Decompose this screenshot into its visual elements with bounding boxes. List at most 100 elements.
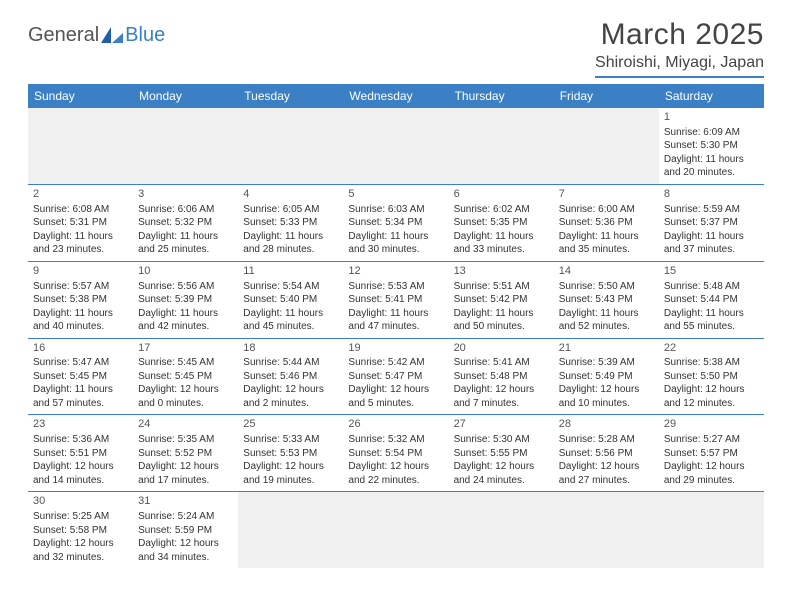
sunset-line: Sunset: 5:42 PM bbox=[454, 293, 549, 307]
sunrise-line: Sunrise: 5:48 AM bbox=[664, 280, 759, 294]
day-number: 5 bbox=[348, 187, 443, 202]
daylight-line: Daylight: 11 hours and 47 minutes. bbox=[348, 307, 443, 334]
calendar-day-cell: 3Sunrise: 6:06 AMSunset: 5:32 PMDaylight… bbox=[133, 185, 238, 261]
calendar-day-cell: 11Sunrise: 5:54 AMSunset: 5:40 PMDayligh… bbox=[238, 262, 343, 338]
daylight-line: Daylight: 12 hours and 14 minutes. bbox=[33, 460, 128, 487]
calendar-day-cell: 8Sunrise: 5:59 AMSunset: 5:37 PMDaylight… bbox=[659, 185, 764, 261]
daylight-line: Daylight: 11 hours and 57 minutes. bbox=[33, 383, 128, 410]
sunset-line: Sunset: 5:31 PM bbox=[33, 216, 128, 230]
daylight-line: Daylight: 12 hours and 29 minutes. bbox=[664, 460, 759, 487]
sunset-line: Sunset: 5:45 PM bbox=[33, 370, 128, 384]
day-number: 16 bbox=[33, 341, 128, 356]
sunrise-line: Sunrise: 5:50 AM bbox=[559, 280, 654, 294]
sunset-line: Sunset: 5:53 PM bbox=[243, 447, 338, 461]
calendar-day-cell: 24Sunrise: 5:35 AMSunset: 5:52 PMDayligh… bbox=[133, 415, 238, 491]
daylight-line: Daylight: 11 hours and 25 minutes. bbox=[138, 230, 233, 257]
sunset-line: Sunset: 5:44 PM bbox=[664, 293, 759, 307]
calendar-day-cell: 31Sunrise: 5:24 AMSunset: 5:59 PMDayligh… bbox=[133, 492, 238, 568]
calendar-day-cell bbox=[449, 108, 554, 184]
daylight-line: Daylight: 12 hours and 32 minutes. bbox=[33, 537, 128, 564]
calendar-day-cell: 2Sunrise: 6:08 AMSunset: 5:31 PMDaylight… bbox=[28, 185, 133, 261]
sunrise-line: Sunrise: 5:36 AM bbox=[33, 433, 128, 447]
calendar-week-row: 1Sunrise: 6:09 AMSunset: 5:30 PMDaylight… bbox=[28, 108, 764, 185]
brand-logo: General Blue bbox=[28, 18, 165, 47]
daylight-line: Daylight: 12 hours and 10 minutes. bbox=[559, 383, 654, 410]
calendar-day-cell bbox=[238, 108, 343, 184]
sunrise-line: Sunrise: 5:42 AM bbox=[348, 356, 443, 370]
day-number: 14 bbox=[559, 264, 654, 279]
day-number: 27 bbox=[454, 417, 549, 432]
calendar-day-cell bbox=[659, 492, 764, 568]
sunset-line: Sunset: 5:40 PM bbox=[243, 293, 338, 307]
daylight-line: Daylight: 12 hours and 17 minutes. bbox=[138, 460, 233, 487]
sunset-line: Sunset: 5:38 PM bbox=[33, 293, 128, 307]
calendar-day-cell: 12Sunrise: 5:53 AMSunset: 5:41 PMDayligh… bbox=[343, 262, 448, 338]
calendar-day-cell bbox=[238, 492, 343, 568]
sunrise-line: Sunrise: 5:28 AM bbox=[559, 433, 654, 447]
calendar-day-cell: 19Sunrise: 5:42 AMSunset: 5:47 PMDayligh… bbox=[343, 339, 448, 415]
calendar-day-cell: 15Sunrise: 5:48 AMSunset: 5:44 PMDayligh… bbox=[659, 262, 764, 338]
calendar-week-row: 23Sunrise: 5:36 AMSunset: 5:51 PMDayligh… bbox=[28, 415, 764, 492]
calendar-weeks: 1Sunrise: 6:09 AMSunset: 5:30 PMDaylight… bbox=[28, 108, 764, 568]
sunset-line: Sunset: 5:36 PM bbox=[559, 216, 654, 230]
title-block: March 2025 Shiroishi, Miyagi, Japan bbox=[595, 18, 764, 78]
daylight-line: Daylight: 11 hours and 28 minutes. bbox=[243, 230, 338, 257]
sunrise-line: Sunrise: 5:54 AM bbox=[243, 280, 338, 294]
calendar-week-row: 9Sunrise: 5:57 AMSunset: 5:38 PMDaylight… bbox=[28, 262, 764, 339]
calendar-day-cell: 10Sunrise: 5:56 AMSunset: 5:39 PMDayligh… bbox=[133, 262, 238, 338]
weekday-header: Saturday bbox=[659, 84, 764, 108]
daylight-line: Daylight: 11 hours and 42 minutes. bbox=[138, 307, 233, 334]
daylight-line: Daylight: 12 hours and 2 minutes. bbox=[243, 383, 338, 410]
daylight-line: Daylight: 12 hours and 5 minutes. bbox=[348, 383, 443, 410]
day-number: 7 bbox=[559, 187, 654, 202]
calendar-day-cell bbox=[133, 108, 238, 184]
sunset-line: Sunset: 5:55 PM bbox=[454, 447, 549, 461]
day-number: 19 bbox=[348, 341, 443, 356]
weekday-header: Sunday bbox=[28, 84, 133, 108]
day-number: 31 bbox=[138, 494, 233, 509]
daylight-line: Daylight: 12 hours and 34 minutes. bbox=[138, 537, 233, 564]
daylight-line: Daylight: 11 hours and 23 minutes. bbox=[33, 230, 128, 257]
sunrise-line: Sunrise: 5:35 AM bbox=[138, 433, 233, 447]
sunset-line: Sunset: 5:37 PM bbox=[664, 216, 759, 230]
sunrise-line: Sunrise: 5:38 AM bbox=[664, 356, 759, 370]
calendar-day-cell: 9Sunrise: 5:57 AMSunset: 5:38 PMDaylight… bbox=[28, 262, 133, 338]
calendar-day-cell: 18Sunrise: 5:44 AMSunset: 5:46 PMDayligh… bbox=[238, 339, 343, 415]
calendar-day-cell: 20Sunrise: 5:41 AMSunset: 5:48 PMDayligh… bbox=[449, 339, 554, 415]
sunset-line: Sunset: 5:50 PM bbox=[664, 370, 759, 384]
daylight-line: Daylight: 11 hours and 20 minutes. bbox=[664, 153, 759, 180]
calendar-day-cell bbox=[554, 492, 659, 568]
page-title: March 2025 bbox=[595, 18, 764, 52]
calendar-day-cell bbox=[28, 108, 133, 184]
day-number: 17 bbox=[138, 341, 233, 356]
brand-text-2: Blue bbox=[125, 24, 165, 47]
calendar-day-cell: 29Sunrise: 5:27 AMSunset: 5:57 PMDayligh… bbox=[659, 415, 764, 491]
day-number: 4 bbox=[243, 187, 338, 202]
sunset-line: Sunset: 5:34 PM bbox=[348, 216, 443, 230]
weekday-header: Thursday bbox=[449, 84, 554, 108]
location-label: Shiroishi, Miyagi, Japan bbox=[595, 54, 764, 78]
weekday-header: Friday bbox=[554, 84, 659, 108]
day-number: 11 bbox=[243, 264, 338, 279]
sunset-line: Sunset: 5:39 PM bbox=[138, 293, 233, 307]
day-number: 18 bbox=[243, 341, 338, 356]
sunrise-line: Sunrise: 5:56 AM bbox=[138, 280, 233, 294]
calendar-grid: SundayMondayTuesdayWednesdayThursdayFrid… bbox=[28, 84, 764, 568]
daylight-line: Daylight: 11 hours and 45 minutes. bbox=[243, 307, 338, 334]
sunrise-line: Sunrise: 5:47 AM bbox=[33, 356, 128, 370]
daylight-line: Daylight: 11 hours and 52 minutes. bbox=[559, 307, 654, 334]
day-number: 6 bbox=[454, 187, 549, 202]
calendar-day-cell: 1Sunrise: 6:09 AMSunset: 5:30 PMDaylight… bbox=[659, 108, 764, 184]
day-number: 21 bbox=[559, 341, 654, 356]
weekday-header: Tuesday bbox=[238, 84, 343, 108]
brand-sail-icon bbox=[101, 27, 123, 43]
sunrise-line: Sunrise: 5:59 AM bbox=[664, 203, 759, 217]
calendar-week-row: 16Sunrise: 5:47 AMSunset: 5:45 PMDayligh… bbox=[28, 339, 764, 416]
sunset-line: Sunset: 5:41 PM bbox=[348, 293, 443, 307]
sunset-line: Sunset: 5:56 PM bbox=[559, 447, 654, 461]
day-number: 22 bbox=[664, 341, 759, 356]
calendar-day-cell: 7Sunrise: 6:00 AMSunset: 5:36 PMDaylight… bbox=[554, 185, 659, 261]
sunrise-line: Sunrise: 6:06 AM bbox=[138, 203, 233, 217]
sunset-line: Sunset: 5:57 PM bbox=[664, 447, 759, 461]
header-row: General Blue March 2025 Shiroishi, Miyag… bbox=[28, 18, 764, 78]
